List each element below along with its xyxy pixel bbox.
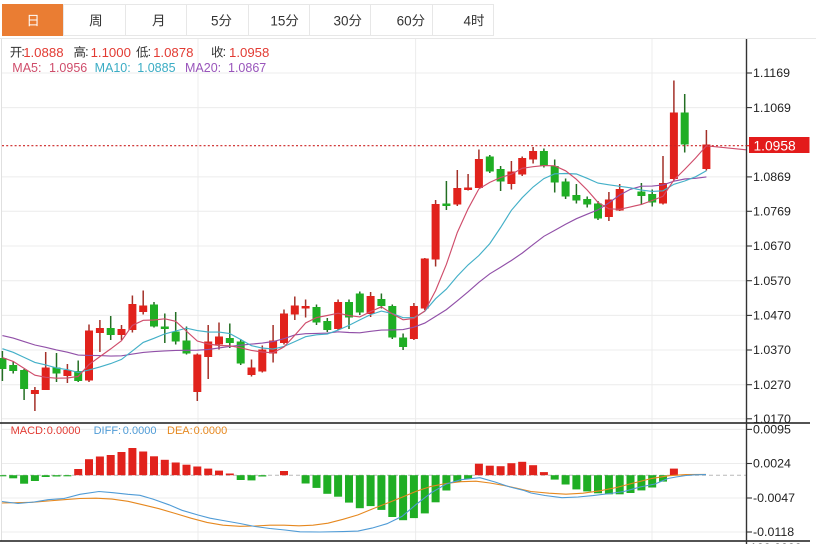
svg-text:15: 15 bbox=[270, 13, 285, 28]
svg-text:1.0958: 1.0958 bbox=[754, 139, 797, 154]
svg-text::: : bbox=[21, 45, 24, 59]
svg-text:1.0170: 1.0170 bbox=[753, 412, 791, 426]
svg-text:1.0270: 1.0270 bbox=[753, 378, 791, 392]
svg-text:1.0769: 1.0769 bbox=[753, 205, 791, 219]
svg-text:1.1069: 1.1069 bbox=[753, 101, 791, 115]
svg-text:-0.0047: -0.0047 bbox=[753, 491, 795, 505]
svg-text:5: 5 bbox=[211, 13, 219, 28]
svg-text:1.0869: 1.0869 bbox=[753, 170, 791, 184]
svg-text::: : bbox=[223, 45, 226, 59]
svg-text:60: 60 bbox=[397, 13, 412, 28]
svg-text:1.0570: 1.0570 bbox=[753, 274, 791, 288]
svg-text:-0.0118: -0.0118 bbox=[753, 525, 794, 539]
svg-text::: : bbox=[85, 45, 88, 59]
svg-text:30: 30 bbox=[334, 13, 349, 28]
svg-text:1.0470: 1.0470 bbox=[753, 309, 791, 323]
svg-text:100.0000: 100.0000 bbox=[750, 541, 802, 544]
svg-text:1.0370: 1.0370 bbox=[753, 343, 791, 357]
svg-text:0.0095: 0.0095 bbox=[753, 423, 791, 437]
svg-text:1.0670: 1.0670 bbox=[753, 239, 791, 253]
svg-text:1.1169: 1.1169 bbox=[753, 66, 790, 80]
svg-text:4: 4 bbox=[463, 13, 471, 28]
svg-text:0.0024: 0.0024 bbox=[753, 457, 791, 471]
svg-text::: : bbox=[148, 45, 151, 59]
